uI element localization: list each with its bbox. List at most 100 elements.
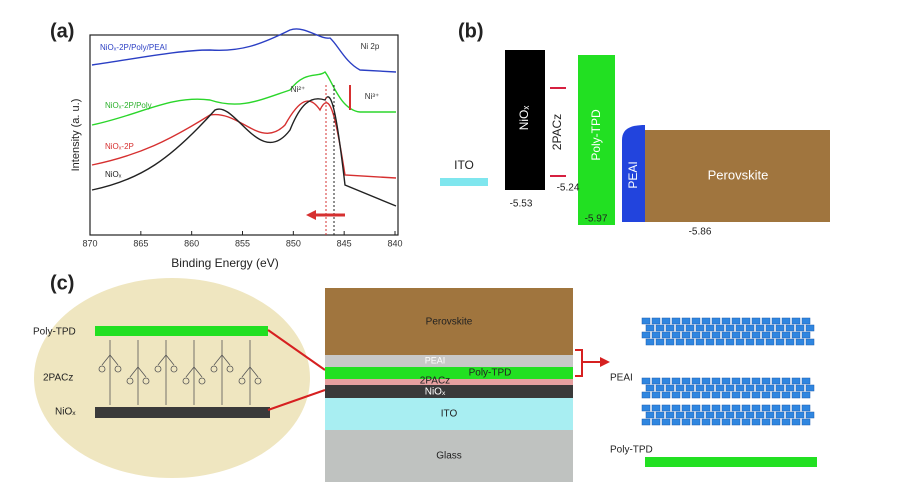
curve	[91, 96, 397, 207]
atom	[98, 365, 106, 373]
octahedron	[765, 338, 775, 346]
octahedron	[705, 324, 715, 332]
octahedron	[705, 384, 715, 392]
octahedron	[705, 411, 715, 419]
left-label: NiOₓ	[55, 407, 76, 418]
peai-layer	[325, 355, 573, 367]
octahedron	[761, 418, 771, 426]
octahedron	[761, 377, 771, 385]
energy-level: -5.86	[689, 227, 712, 238]
energy-level: -5.24	[557, 183, 580, 194]
stack-label: NiOₓ	[425, 387, 446, 398]
octahedron	[715, 411, 725, 419]
stack-label: Glass	[436, 451, 462, 462]
octahedron	[805, 411, 815, 419]
group	[129, 366, 147, 378]
stack-label: PEAI	[425, 355, 446, 365]
octahedron	[795, 338, 805, 346]
atom	[238, 377, 246, 385]
octahedron	[651, 317, 661, 325]
poly-tpd-level	[578, 55, 615, 225]
octahedron	[785, 411, 795, 419]
octahedron	[715, 324, 725, 332]
octahedron	[711, 377, 721, 385]
group	[241, 366, 259, 378]
octahedron	[735, 324, 745, 332]
octahedron	[645, 384, 655, 392]
zoom-ellipse	[34, 278, 310, 478]
x-tick-label: 840	[387, 238, 402, 248]
stack-label: Perovskite	[426, 317, 473, 328]
right-label: Poly-TPD	[610, 445, 653, 456]
octahedron	[785, 324, 795, 332]
layer-label: Poly-TPD	[589, 109, 603, 161]
left-label: Poly-TPD	[33, 327, 76, 338]
octahedron	[741, 317, 751, 325]
atom	[114, 365, 122, 373]
ito-layer	[325, 398, 573, 430]
octahedron	[651, 331, 661, 339]
octahedron	[691, 331, 701, 339]
octahedron	[745, 324, 755, 332]
octahedron	[771, 377, 781, 385]
octahedron	[721, 391, 731, 399]
octahedron	[785, 338, 795, 346]
octahedron	[691, 404, 701, 412]
octahedron	[751, 391, 761, 399]
octahedron	[735, 411, 745, 419]
layer-label: 2PACz	[550, 114, 564, 150]
layer-label: ITO	[454, 158, 474, 172]
octahedron	[655, 384, 665, 392]
octahedron	[801, 317, 811, 325]
octahedron	[681, 418, 691, 426]
octahedron	[701, 418, 711, 426]
octahedron	[641, 391, 651, 399]
pacz-layer	[325, 379, 573, 385]
octahedron	[755, 384, 765, 392]
octahedron	[655, 411, 665, 419]
octahedron	[775, 384, 785, 392]
octahedron	[665, 324, 675, 332]
atom	[154, 365, 162, 373]
nio-level	[505, 50, 545, 190]
octahedron	[671, 404, 681, 412]
panel-label: (a)	[50, 20, 74, 42]
curve-label: NiOₓ-2P/Poly/PEAI	[100, 43, 167, 52]
stack-label: Poly-TPD	[469, 368, 512, 379]
octahedron	[675, 411, 685, 419]
octahedron	[731, 404, 741, 412]
octahedron	[721, 377, 731, 385]
octahedron	[681, 404, 691, 412]
x-tick-label: 855	[235, 238, 250, 248]
nio-layer	[325, 385, 573, 398]
octahedron	[641, 377, 651, 385]
stack-label: 2PACz	[420, 376, 450, 387]
octahedron	[755, 411, 765, 419]
octahedron	[781, 331, 791, 339]
octahedron	[695, 338, 705, 346]
octahedron	[695, 324, 705, 332]
octahedron	[661, 377, 671, 385]
octahedron	[801, 377, 811, 385]
panel-label: (b)	[458, 20, 484, 42]
octahedron	[751, 404, 761, 412]
octahedron	[685, 338, 695, 346]
octahedron	[795, 384, 805, 392]
octahedron	[781, 418, 791, 426]
group	[101, 354, 119, 366]
poly-tpd-layer	[325, 367, 573, 379]
atom	[126, 377, 134, 385]
poly-tpd-bar	[95, 326, 268, 336]
octahedron	[751, 418, 761, 426]
octahedron	[641, 317, 651, 325]
octahedron	[771, 418, 781, 426]
octahedron	[801, 331, 811, 339]
octahedron	[701, 404, 711, 412]
octahedron	[725, 324, 735, 332]
octahedron	[661, 404, 671, 412]
octahedron	[725, 411, 735, 419]
right-label: PEAI	[610, 373, 633, 384]
x-tick-label: 865	[133, 238, 148, 248]
octahedron	[801, 404, 811, 412]
octahedron	[791, 331, 801, 339]
